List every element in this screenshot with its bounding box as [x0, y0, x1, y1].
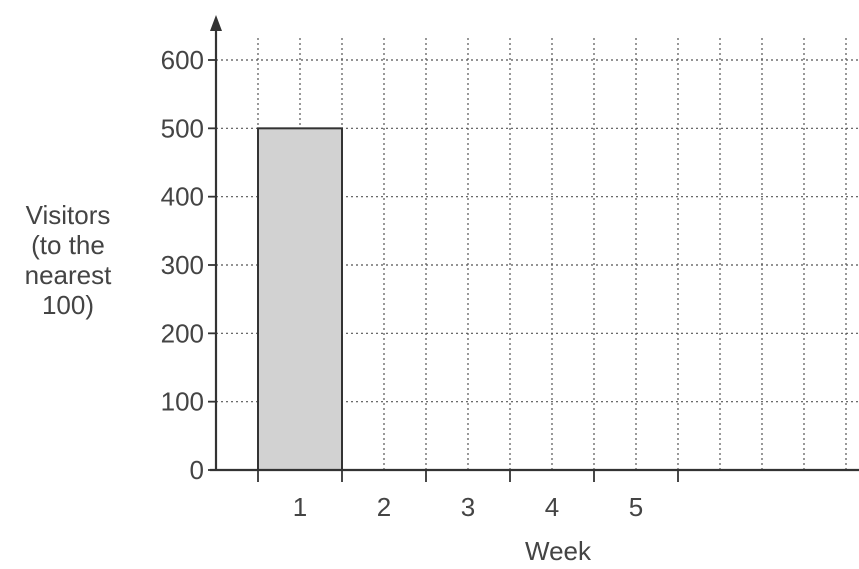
x-tick-labels: 1 2 3 4 5	[293, 492, 643, 522]
x-tick-label: 4	[545, 492, 559, 522]
bars	[257, 127, 343, 471]
y-axis-arrow	[210, 15, 222, 31]
x-axis-title: Week	[525, 536, 592, 566]
y-tick-label: 0	[190, 455, 204, 485]
y-tick-label: 400	[161, 182, 204, 212]
y-axis-title-line: Visitors	[26, 200, 111, 230]
grid	[216, 38, 859, 470]
y-tick-label: 300	[161, 250, 204, 280]
bar-week-1	[257, 127, 343, 471]
y-tick-label: 100	[161, 387, 204, 417]
y-tick-label: 500	[161, 113, 204, 143]
x-tick-label: 3	[461, 492, 475, 522]
x-tick-label: 1	[293, 492, 307, 522]
x-tick-label: 2	[377, 492, 391, 522]
y-axis-title-line: (to the	[31, 230, 105, 260]
y-axis-title: Visitors (to the nearest 100)	[25, 200, 112, 320]
y-tick-label: 600	[161, 45, 204, 75]
x-tick-label: 5	[629, 492, 643, 522]
axes	[208, 15, 859, 482]
y-tick-labels: 0 100 200 300 400 500 600	[161, 45, 204, 485]
y-tick-label: 200	[161, 318, 204, 348]
y-axis-title-line: nearest	[25, 260, 112, 290]
y-axis-title-line: 100)	[42, 290, 94, 320]
